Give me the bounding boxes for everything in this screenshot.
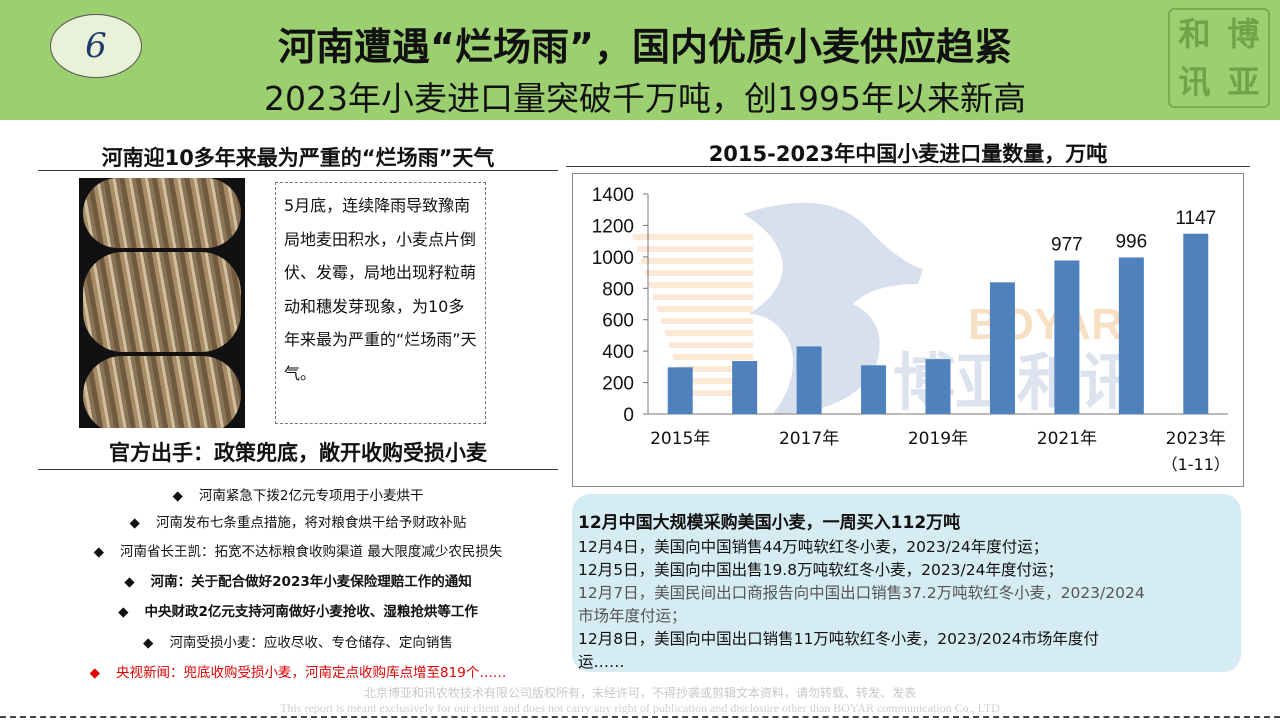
page-subtitle: 2023年小麦进口量突破千万吨，创1995年以来新高 — [264, 79, 1026, 118]
divider — [566, 166, 1250, 167]
y-tick-label: 0 — [623, 405, 634, 426]
bar-2017 — [796, 346, 822, 414]
list-item: ◆ 央视新闻：兜底收购受损小麦，河南定点收购库点增至819个…… — [89, 665, 507, 681]
bar-2021 — [1054, 260, 1080, 414]
bar-2019 — [925, 359, 951, 414]
data-label: 977 — [1051, 234, 1083, 255]
logo-stripe — [661, 318, 753, 324]
divider — [38, 469, 558, 470]
diamond-bullet-icon: ◆ — [118, 604, 129, 620]
diamond-bullet-icon: ◆ — [172, 488, 183, 504]
logo-stripe — [637, 246, 753, 252]
logo-stripe — [685, 390, 753, 396]
y-tick-label: 1200 — [592, 216, 634, 237]
section-title-rain: 河南迎10多年来最为严重的“烂场雨”天气 — [101, 146, 495, 170]
list-item: ◆ 河南紧急下拨2亿元专项用于小麦烘干 — [172, 488, 424, 504]
y-tick-label: 200 — [602, 374, 634, 395]
news-line: 12月7日，美国民间出口商报告向中国出口销售37.2万吨软红冬小麦，2023/2… — [578, 584, 1145, 602]
rain-description-box: 5月底，连续降雨导致豫南局地麦田积水，小麦点片倒伏、发霉，局地出现籽粒萌动和穗发… — [275, 182, 486, 424]
logo-stripe — [677, 366, 753, 372]
news-line: 运…… — [578, 653, 625, 671]
wheat-photo-frame — [83, 252, 241, 352]
bird-logo-icon — [743, 202, 923, 414]
news-line: 12月8日，美国向中国出口销售11万吨软红冬小麦，2023/2024市场年度付 — [578, 630, 1099, 648]
logo-char: 讯 — [1178, 63, 1211, 101]
x-tick-label: 2021年 — [1037, 429, 1097, 449]
y-tick-label: 600 — [602, 311, 634, 332]
x-tick-label: 2017年 — [779, 429, 839, 449]
divider — [38, 170, 558, 171]
wheat-photo-frame — [83, 178, 241, 248]
page-title: 河南遭遇“烂场雨”，国内优质小麦供应趋紧 — [278, 25, 1012, 69]
diamond-bullet-icon: ◆ — [124, 574, 135, 590]
diamond-bullet-icon: ◆ — [93, 544, 105, 560]
chart-title: 2015-2023年中国小麦进口量数量，万吨 — [708, 142, 1108, 166]
x-tick-note: （1-11） — [1162, 455, 1230, 474]
import-volume-chart: BOYAR 博亚和讯 0 200 400 600 800 1000 1200 1400 977 9… — [572, 173, 1244, 487]
footer-dashed-line — [0, 716, 1280, 718]
diamond-bullet-icon: ◆ — [89, 665, 101, 681]
list-item: ◆ 河南：关于配合做好2023年小麦保险理赔工作的通知 — [124, 574, 472, 590]
logo-char: 亚 — [1227, 63, 1260, 101]
list-item: ◆ 河南省长王凯：拓宽不达标粮食收购渠道 最大限度减少农民损失 — [93, 544, 503, 560]
section-title-policy: 官方出手：政策兜底，敞开收购受损小麦 — [109, 441, 487, 465]
y-tick-label: 1000 — [592, 248, 634, 269]
logo-stripe — [657, 306, 753, 312]
y-tick-label: 400 — [602, 342, 634, 363]
news-line: 12月5日，美国向中国出售19.8万吨软红冬小麦，2023/24年度付运； — [578, 561, 1063, 579]
news-title: 12月中国大规模采购美国小麦，一周买入112万吨 — [578, 513, 961, 533]
diamond-bullet-icon: ◆ — [129, 515, 140, 531]
copyright-en: This report is meant exclusively for our… — [280, 701, 1000, 715]
news-line: 12月4日，美国向中国销售44万吨软红冬小麦，2023/24年度付运； — [578, 538, 1049, 556]
data-label: 996 — [1115, 231, 1147, 252]
bar-2018 — [861, 365, 887, 414]
y-tick-label: 800 — [602, 279, 634, 300]
news-line: 市场年度付运； — [578, 607, 687, 625]
boyar-logo-stamp: 和 博 讯 亚 — [1168, 8, 1270, 108]
list-item: ◆ 河南受损小麦：应收尽收、专仓储存、定向销售 — [143, 635, 453, 651]
list-item: ◆ 河南发布七条重点措施，将对粮食烘干给予财政补贴 — [129, 515, 467, 531]
y-tick-label: 1400 — [592, 185, 634, 206]
logo-stripe — [633, 234, 753, 240]
header-bar: 6 河南遭遇“烂场雨”，国内优质小麦供应趋紧 2023年小麦进口量突破千万吨，创… — [0, 0, 1280, 120]
logo-stripe — [641, 258, 753, 264]
logo-stripe — [681, 378, 753, 384]
wheat-photo-frame — [83, 356, 241, 428]
x-tick-label: 2015年 — [650, 429, 710, 449]
logo-stripe — [673, 354, 753, 360]
bar-2015 — [667, 367, 693, 414]
slide-number-badge: 6 — [50, 14, 142, 78]
logo-char: 博 — [1227, 15, 1260, 53]
diamond-bullet-icon: ◆ — [143, 635, 154, 651]
list-item: ◆ 中央财政2亿元支持河南做好小麦抢收、湿粮抢烘等工作 — [118, 604, 478, 620]
bar-2023 — [1183, 233, 1209, 414]
logo-stripe — [649, 282, 753, 288]
copyright-cn: 北京博亚和讯农牧技术有限公司版权所有，未经许可，不得抄袭或剪辑文本资料，请勿转载… — [363, 686, 916, 700]
bar-2016 — [732, 361, 758, 414]
logo-stripe — [665, 330, 753, 336]
x-tick-label: 2023年 — [1166, 429, 1226, 449]
bar-2020 — [989, 282, 1015, 414]
wheat-photo — [79, 178, 245, 428]
logo-stripe — [653, 294, 753, 300]
bar-2022 — [1118, 257, 1144, 414]
data-label: 1147 — [1175, 208, 1216, 229]
logo-stripe — [669, 342, 753, 348]
logo-stripes-icon — [633, 234, 753, 396]
logo-char: 和 — [1178, 15, 1211, 53]
logo-stripe — [645, 270, 753, 276]
x-tick-label: 2019年 — [908, 429, 968, 449]
news-panel: 12月中国大规模采购美国小麦，一周买入112万吨 12月4日，美国向中国销售44… — [572, 494, 1241, 672]
